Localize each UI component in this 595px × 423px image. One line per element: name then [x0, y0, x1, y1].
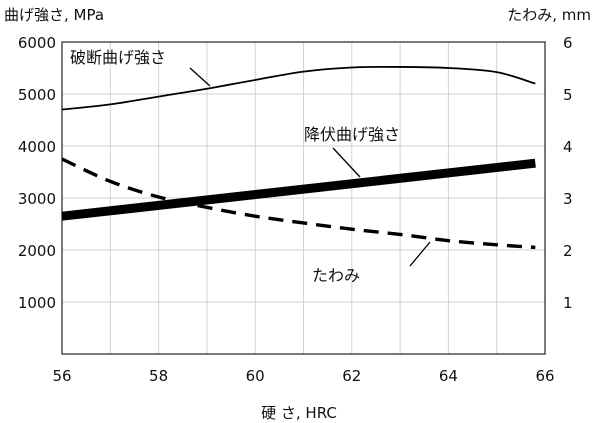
series-line-2: [61, 157, 536, 250]
series-line-1: [61, 158, 536, 221]
y-left-tick-label: 6000: [18, 34, 56, 52]
y-left-tick-label: 2000: [18, 242, 56, 260]
grid: [62, 42, 545, 354]
y-right-tick-label: 3: [563, 190, 573, 208]
x-tick-label: 62: [342, 367, 361, 385]
y-left-tick-label: 1000: [18, 294, 56, 312]
x-tick-label: 56: [52, 367, 71, 385]
y-left-tick-label: 3000: [18, 190, 56, 208]
y-right-tick-label: 5: [563, 86, 573, 104]
x-axis-title: 硬 さ, HRC: [261, 404, 337, 422]
series-label-1: 降伏曲げ強さ: [304, 125, 400, 144]
x-tick-label: 66: [535, 367, 554, 385]
series-label-leader-1: [332, 147, 361, 178]
y-right-tick-label: 4: [563, 138, 573, 156]
y-right-tick-label: 6: [563, 34, 573, 52]
x-tick-label: 64: [439, 367, 458, 385]
x-tick-label: 60: [246, 367, 265, 385]
axes: [61, 41, 546, 355]
y-right-tick-label: 1: [563, 294, 573, 312]
series-label-2: たわみ: [312, 266, 360, 285]
series-label-0: 破断曲げ強さ: [70, 48, 166, 67]
y-right-tick-label: 2: [563, 242, 573, 260]
right-axis-title: たわみ, mm: [507, 6, 591, 24]
y-left-tick-label: 5000: [18, 86, 56, 104]
x-tick-label: 58: [149, 367, 168, 385]
left-axis-title: 曲げ強さ, MPa: [4, 6, 104, 24]
series-label-leader-0: [189, 67, 211, 87]
series-line-0: [61, 65, 536, 111]
plot-frame: [61, 41, 546, 355]
tick-labels: 56 58 60 62 64 661000200030004000500060001234…: [18, 34, 573, 385]
series-label-leader-2: [409, 241, 431, 267]
y-left-tick-label: 4000: [18, 138, 56, 156]
series-lines: [61, 65, 536, 250]
